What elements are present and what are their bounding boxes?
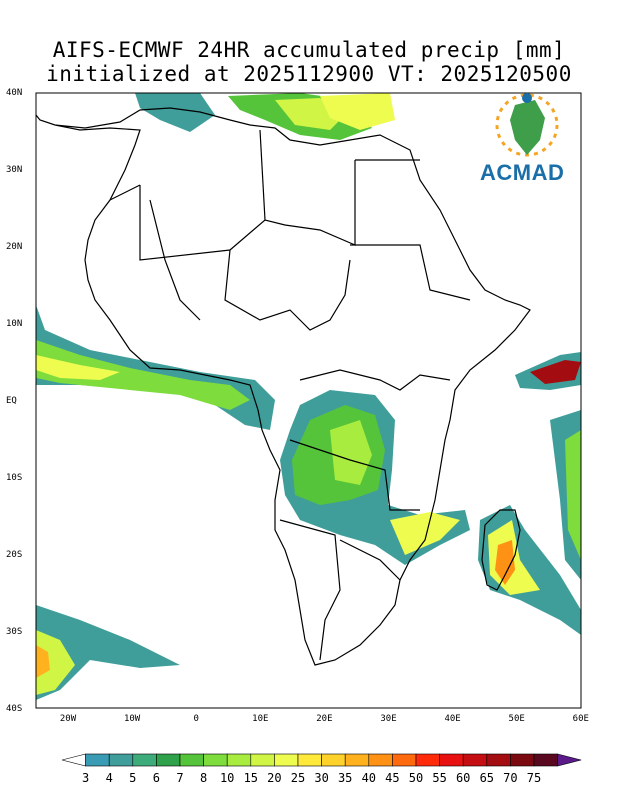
lon-label: 50E [508, 714, 525, 724]
lon-label: 20E [316, 714, 333, 724]
colorbar-swatch [108, 753, 134, 767]
colorbar-label: 15 [243, 771, 259, 785]
colorbar-swatch [132, 753, 157, 767]
border-zimbabwe [339, 539, 401, 581]
colorbar-label: 55 [432, 771, 447, 785]
border-central [299, 369, 451, 391]
colorbar-label: 35 [337, 771, 353, 785]
map-frame [35, 92, 582, 709]
lat-label: 10S [6, 473, 23, 483]
lon-label: 30E [380, 714, 397, 724]
precip-region-madagascar-peak [495, 540, 515, 585]
lat-label: EQ [6, 396, 17, 406]
border-mali [149, 199, 201, 321]
colorbar-label: 70 [503, 771, 518, 785]
lat-label: 10N [6, 319, 23, 329]
lon-label: 10E [252, 714, 269, 724]
lon-label: 40E [444, 714, 461, 724]
logo-text: ACMAD [480, 160, 565, 185]
precip-region-mozambique [390, 512, 460, 555]
precip-region-indian-ocean-east-core [565, 430, 581, 560]
map-background [36, 93, 581, 708]
border-mauritania [109, 184, 141, 201]
chart-title-line2: initialized at 2025112900 VT: 2025120500 [46, 62, 572, 86]
precip-region-south-atlantic [36, 605, 180, 700]
colorbar-label: 4 [105, 771, 113, 785]
colorbar-swatch [486, 753, 511, 767]
precip-region-med-east [320, 93, 395, 130]
colorbar-swatch [462, 753, 488, 767]
colorbar-swatch [297, 753, 322, 767]
colorbar-swatch [250, 753, 275, 767]
precip-region-central-africa-core [330, 420, 372, 485]
colorbar-swatch [179, 753, 204, 767]
colorbar-label: 3 [81, 771, 90, 785]
colorbar-label: 8 [199, 771, 208, 785]
precip-region-indian-ocean-peak [530, 360, 581, 384]
colorbar-label: 10 [219, 771, 235, 785]
coastlines [36, 107, 531, 666]
madagascar-outline [481, 509, 521, 591]
precip-region-med-west [135, 93, 215, 132]
border-drc [289, 439, 420, 511]
precip-region-south-atlantic-core [36, 630, 75, 695]
lon-label: 20W [59, 714, 77, 724]
colorbar-label: 45 [385, 771, 400, 785]
acmad-logo [495, 93, 559, 157]
precip-fields [36, 93, 581, 700]
colorbar [61, 753, 582, 767]
lon-label: 60E [572, 714, 589, 724]
colorbar-label: 20 [267, 771, 282, 785]
lat-label: 30S [6, 627, 23, 637]
colorbar-label: 25 [290, 771, 306, 785]
colorbar-swatch [321, 753, 346, 767]
colorbar-swatch [557, 753, 582, 767]
border-sahara [139, 160, 356, 261]
logo-africa-shape [510, 100, 545, 155]
colorbar-swatch [61, 753, 86, 767]
colorbar-swatch [274, 753, 299, 767]
colorbar-swatch [344, 753, 370, 767]
border-algeria-libya [259, 129, 266, 221]
colorbar-swatch [156, 753, 181, 767]
lat-label: 20S [6, 550, 23, 560]
colorbar-label: 6 [152, 771, 161, 785]
lat-label: 40N [6, 88, 23, 98]
border-namibia [279, 519, 341, 661]
colorbar-swatch [533, 753, 558, 767]
precip-region-south-atlantic-peak [36, 645, 50, 678]
colorbar-label: 60 [455, 771, 471, 785]
colorbar-swatch [392, 753, 417, 767]
colorbar-swatch [85, 753, 110, 767]
lat-label: 20N [6, 242, 23, 252]
precip-region-west-africa-core [36, 355, 120, 380]
colorbar-label: 7 [176, 771, 184, 785]
colorbar-label: 75 [526, 771, 542, 785]
border-sahel [224, 249, 351, 331]
colorbar-label: 5 [129, 771, 137, 785]
lat-label: 30N [6, 165, 23, 175]
colorbar-swatch [203, 753, 228, 767]
colorbar-label: 50 [408, 771, 424, 785]
logo-drop-icon [522, 93, 532, 103]
colorbar-label: 40 [361, 771, 377, 785]
colorbar-label: 30 [314, 771, 329, 785]
chart-title-line1: AIFS-ECMWF 24HR accumulated precip [mm] [52, 38, 566, 62]
colorbar-swatch [415, 753, 440, 767]
colorbar-swatch [439, 753, 464, 767]
colorbar-swatch [510, 753, 535, 767]
lat-label: 40S [6, 704, 23, 714]
colorbar-swatch [226, 753, 252, 767]
colorbar-label: 65 [479, 771, 495, 785]
border-sudan [350, 244, 471, 301]
colorbar-swatch [368, 753, 393, 767]
lon-label: 10W [123, 714, 141, 724]
lon-label: 0 [193, 714, 199, 724]
precip-region-west-africa-mid [36, 340, 250, 410]
